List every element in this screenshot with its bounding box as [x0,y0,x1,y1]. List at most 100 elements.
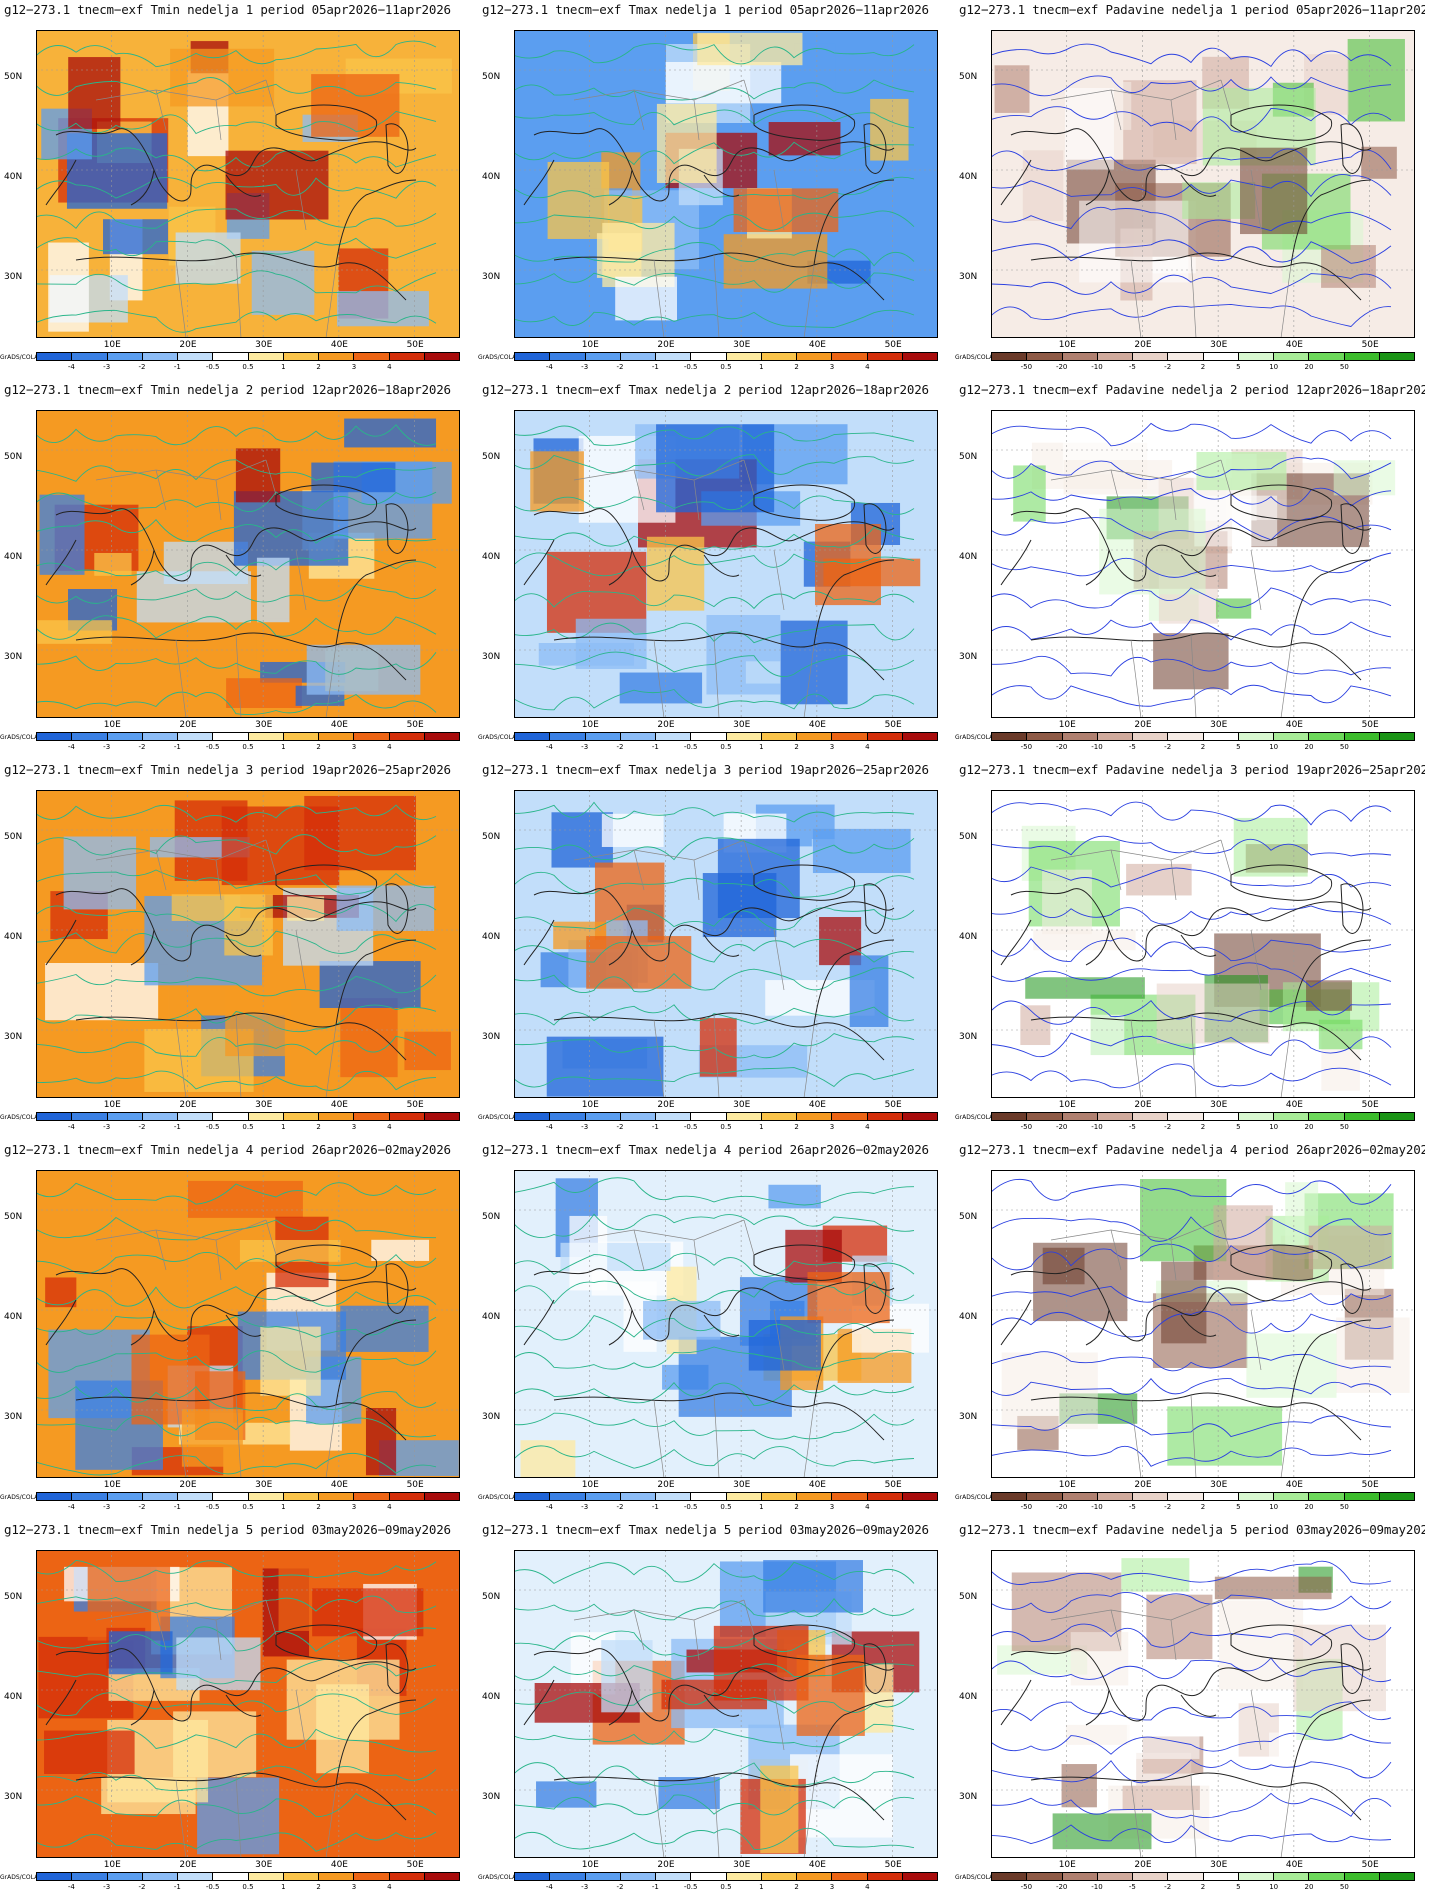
latitude-label: 40N [482,172,501,182]
colorbar-tick-label: -10 [1091,1123,1103,1131]
latitude-label: 30N [959,272,978,282]
colorbar-tick-label: 2 [1200,1503,1206,1511]
colorbar-swatch [389,353,425,360]
map-panel-padavine-week-5: g12−273.1 tnecm−exf Padavine nedelja 5 p… [955,1520,1425,1895]
colorbar-tick-label: -2 [138,1883,146,1891]
colorbar-swatch [515,353,551,360]
colorbar-swatch [867,1493,903,1500]
longitude-label: 30E [733,1860,751,1870]
anomaly-patch [538,642,635,666]
map-frame [514,1550,938,1858]
longitude-label: 20E [657,720,675,730]
longitude-label: 20E [179,1480,197,1490]
panel-title: g12−273.1 tnecm−exf Tmax nedelja 1 perio… [482,2,929,17]
anomaly-patch [796,1654,865,1736]
colorbar-labels: -4 -3 -2 -1 -0.5 0.5 1 2 3 4 [36,1123,460,1133]
longitude-label: 20E [1134,720,1152,730]
colorbar-tick-label: -10 [1091,1503,1103,1511]
latitude-label: 40N [4,1692,23,1702]
colorbar-tick-label: 5 [1236,363,1241,371]
colorbar-swatch [992,1873,1028,1880]
map-frame [991,790,1415,1098]
colorbar-tick-label: -4 [67,363,75,371]
colorbar-swatch [1203,1113,1239,1120]
coastline [45,1268,417,1441]
country-borders [573,839,815,1098]
panel-title: g12−273.1 tnecm−exf Tmin nedelja 2 perio… [4,382,451,397]
colorbar-swatch [1168,1493,1204,1500]
longitude-label: 30E [255,1480,273,1490]
colorbar-swatch [389,1493,425,1500]
contour-line [36,491,437,512]
colorbar-tick-label: -50 [1020,1883,1033,1891]
anomaly-patch [1052,1813,1152,1850]
colorbar-tick-label: 10 [1269,1123,1279,1131]
colorbar-swatch [1168,733,1204,740]
latitude-label: 30N [959,1412,978,1422]
colorbar-tick-label: 0.5 [720,1883,732,1891]
colorbar-swatch [620,733,656,740]
colorbar-tick-label: 50 [1339,1123,1349,1131]
anomaly-patch [108,1631,173,1675]
contour-line [991,1445,1392,1467]
colorbar-tick-label: -1 [651,743,659,751]
latitude-label: 30N [4,1032,23,1042]
longitude-label: 10E [581,1480,599,1490]
contour-line [36,1286,437,1309]
contour-line [991,1377,1392,1396]
latitude-label: 50N [959,72,978,82]
longitude-label: 50E [406,1100,424,1110]
colorbar-swatch [178,353,214,360]
grads-credit: GrADS/COLA [955,354,994,361]
anomaly-patch [68,57,121,129]
anomaly-patch [768,1184,821,1209]
anomaly-patch [656,424,775,513]
colorbar-swatch [213,1873,249,1880]
country-borders [1050,1219,1292,1478]
anomaly-patch [340,1305,429,1352]
latitude-label: 50N [4,1212,23,1222]
anomaly-patch [1220,886,1267,915]
contour-line [991,962,1392,988]
colorbar-tick-label: 4 [865,743,870,751]
longitude-label: 40E [808,1480,826,1490]
colorbar-swatch [1274,733,1310,740]
map-panel-padavine-week-1: g12−273.1 tnecm−exf Padavine nedelja 1 p… [955,0,1425,375]
colorbar-tick-label: -10 [1091,743,1103,751]
anomaly-patch [780,620,848,705]
anomaly-patch [337,291,429,327]
longitude-label: 40E [330,1100,348,1110]
colorbar-swatch [691,1493,727,1500]
contour-line [991,1792,1392,1819]
colorbar-labels: -50 -20 -10 -5 -2 2 5 10 20 50 [991,1503,1415,1513]
latitude-label: 50N [482,72,501,82]
longitude-label: 10E [1058,1480,1076,1490]
contour-line [991,273,1392,295]
colorbar-swatch [656,1113,692,1120]
anomaly-patch [256,557,290,623]
anomaly-patch [1269,1732,1306,1760]
colorbar-swatch [283,1493,319,1500]
colorbar-tick-label: 0.5 [242,1503,254,1511]
contour-line [991,1063,1392,1089]
colorbar-swatch [354,733,390,740]
contour-line [36,615,437,640]
contour-line [36,1452,437,1476]
contour-line [36,424,437,446]
longitude-label: 50E [884,1480,902,1490]
longitude-label: 10E [581,340,599,350]
colorbar-tick-label: 20 [1304,1123,1314,1131]
longitude-label: 40E [330,1860,348,1870]
anomaly-patch [44,1730,135,1774]
contour-line [991,552,1392,578]
colorbar-tick-label: 5 [1236,1503,1241,1511]
longitude-label: 50E [1361,340,1379,350]
colorbar-swatch [142,1873,178,1880]
colorbar-tick-label: -2 [616,363,624,371]
colorbar-swatch [424,733,459,740]
colorbar-tick-label: 0.5 [242,363,254,371]
contour-line [991,1732,1392,1755]
panel-title: g12−273.1 tnecm−exf Padavine nedelja 1 p… [959,2,1425,17]
colorbar-swatch [832,353,868,360]
colorbar-tick-label: -0.5 [683,743,698,751]
